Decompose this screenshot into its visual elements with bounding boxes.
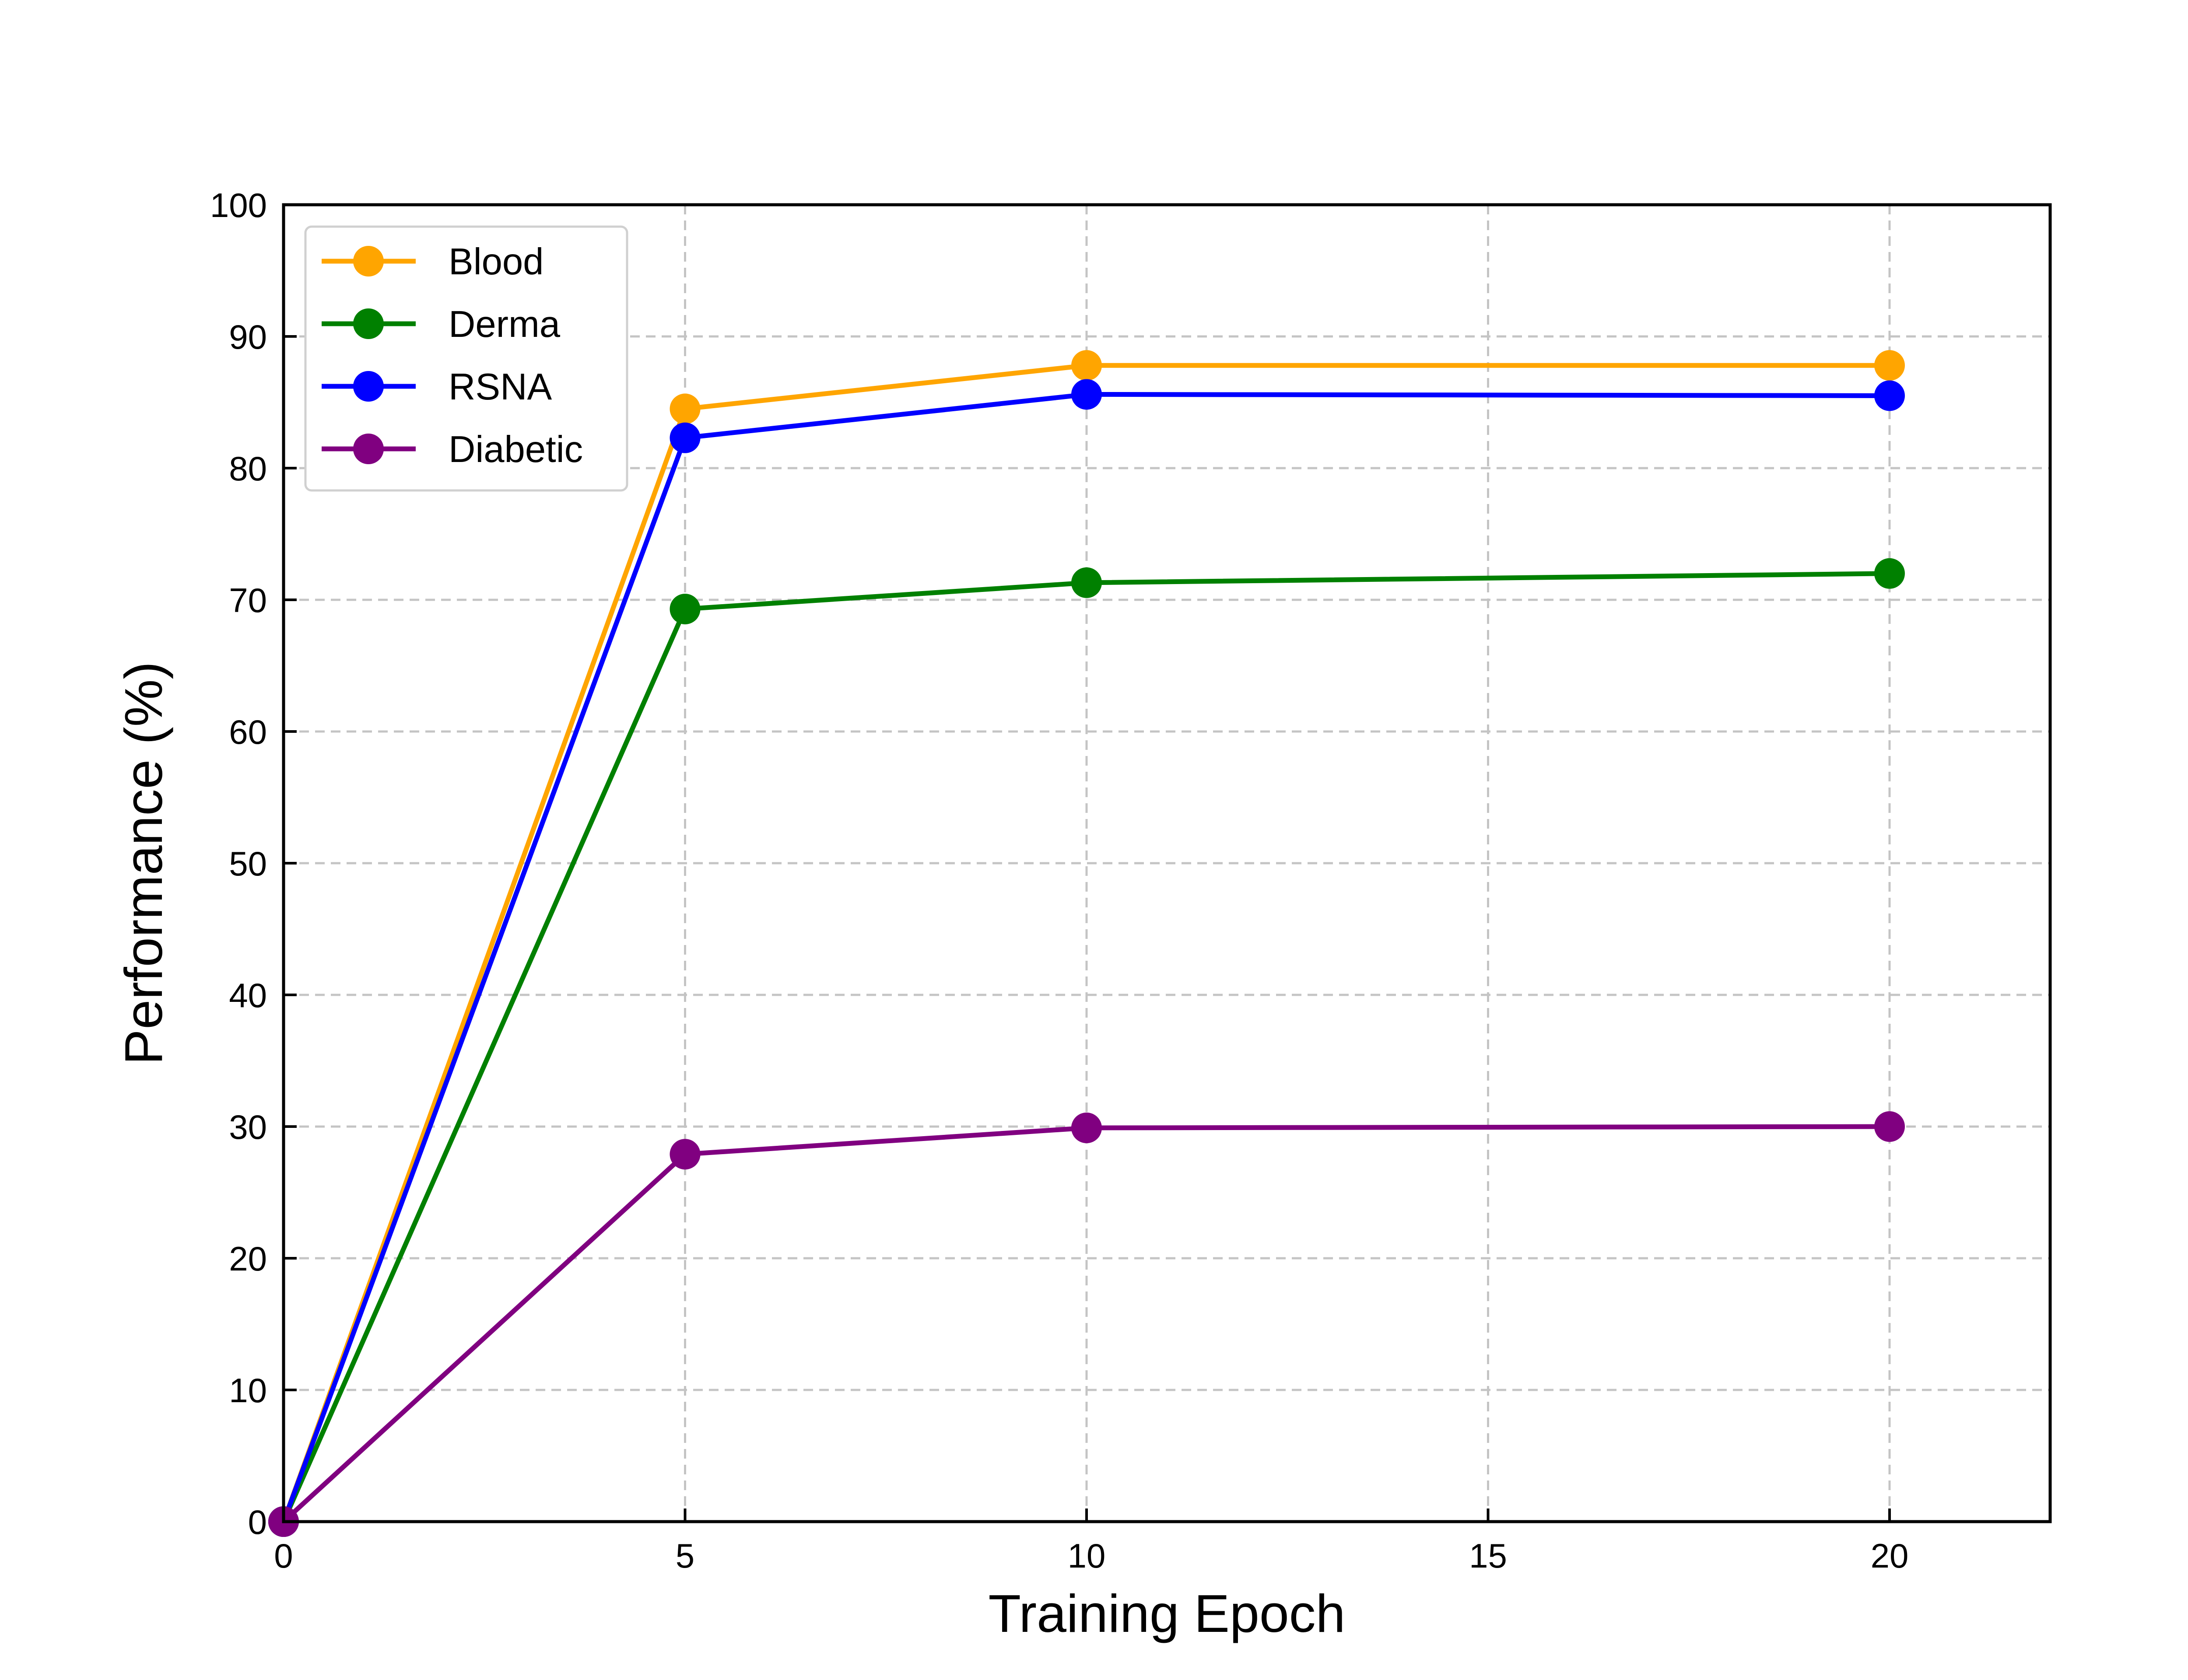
data-point-blood xyxy=(670,393,701,424)
data-point-derma xyxy=(1071,567,1102,598)
legend-label-rsna: RSNA xyxy=(449,366,552,408)
y-tick-label: 90 xyxy=(229,318,267,356)
data-point-derma xyxy=(670,594,701,625)
data-point-rsna xyxy=(1874,380,1905,411)
y-tick-label: 50 xyxy=(229,844,267,883)
x-tick-label: 15 xyxy=(1469,1536,1507,1575)
legend-marker-diabetic xyxy=(353,434,384,464)
legend-label-derma: Derma xyxy=(449,304,561,345)
data-point-rsna xyxy=(1071,379,1102,410)
data-point-rsna xyxy=(670,422,701,453)
data-point-blood xyxy=(1874,350,1905,381)
x-tick-label: 5 xyxy=(676,1536,694,1575)
y-tick-label: 80 xyxy=(229,449,267,488)
series-line-diabetic xyxy=(281,1124,1892,1524)
legend-box xyxy=(304,225,628,492)
x-axis-label: Training Epoch xyxy=(988,1584,1345,1643)
y-tick-label: 0 xyxy=(248,1503,267,1541)
y-tick-label: 30 xyxy=(229,1108,267,1146)
data-point-diabetic xyxy=(1071,1113,1102,1144)
series-line-rsna xyxy=(281,392,1892,1524)
y-tick-label: 100 xyxy=(210,186,267,224)
data-point-diabetic xyxy=(1874,1111,1905,1142)
y-tick-label: 20 xyxy=(229,1239,267,1278)
series-line-derma xyxy=(281,571,1892,1524)
ticks: 0 5 10 15 20 0 10 20 30 40 50 60 70 80 90 100 xyxy=(210,186,1909,1575)
series-line-blood xyxy=(281,363,1892,1524)
series-diabetic xyxy=(268,1111,1905,1537)
data-point-diabetic xyxy=(670,1139,701,1170)
data-point-blood xyxy=(1071,350,1102,381)
y-tick-label: 10 xyxy=(229,1371,267,1410)
x-tick-label: 10 xyxy=(1068,1536,1106,1575)
y-axis-label: Performance (%) xyxy=(114,662,173,1065)
legend-label-diabetic: Diabetic xyxy=(449,429,583,470)
x-tick-label: 20 xyxy=(1871,1536,1909,1575)
data-point-derma xyxy=(1874,558,1905,589)
series-group xyxy=(268,350,1905,1537)
y-tick-label: 60 xyxy=(229,713,267,751)
y-tick-label: 40 xyxy=(229,976,267,1015)
x-tick-label: 0 xyxy=(274,1536,293,1575)
legend: Blood Derma RSNA Diabetic xyxy=(304,225,628,492)
legend-label-blood: Blood xyxy=(449,241,543,283)
legend-marker-rsna xyxy=(353,371,384,402)
legend-marker-blood xyxy=(353,246,384,276)
legend-marker-derma xyxy=(353,308,384,339)
y-tick-label: 70 xyxy=(229,581,267,620)
